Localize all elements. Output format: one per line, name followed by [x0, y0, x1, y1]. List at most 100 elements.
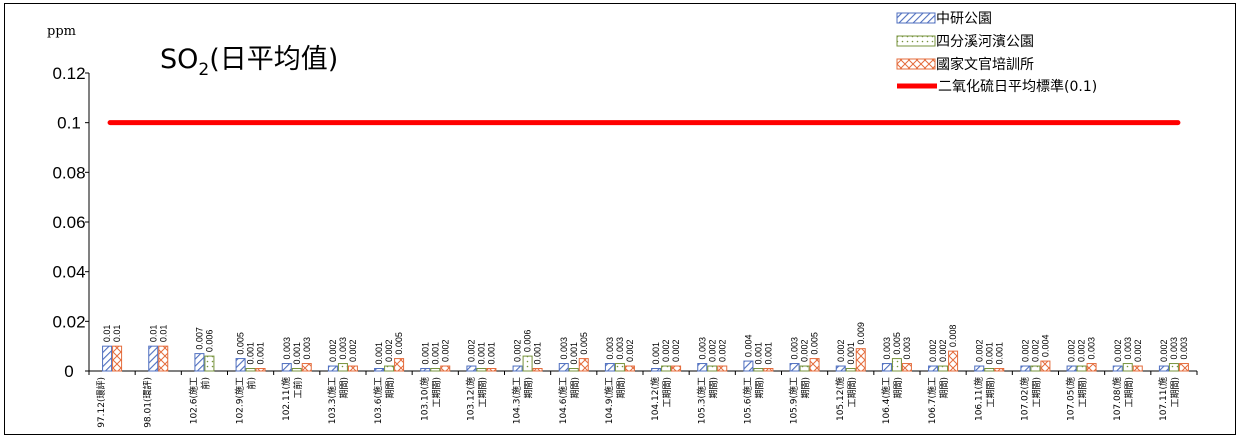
x-tick-label: 105.12(施 — [834, 377, 846, 421]
data-label: 0.001 — [569, 342, 579, 365]
data-label: 0.003 — [697, 337, 707, 360]
bar — [1030, 365, 1041, 372]
data-label: 0.003 — [605, 337, 615, 360]
data-label: 0.002 — [1133, 340, 1143, 363]
x-tick-label: 106.11(施 — [972, 377, 984, 421]
data-label: 0.002 — [671, 340, 681, 363]
x-tick-label: 工期間) — [847, 377, 858, 408]
x-tick-label: 期間) — [570, 377, 581, 399]
bar — [1076, 365, 1087, 372]
legend-swatch-zhongyan — [896, 12, 936, 24]
x-tick-label: 工期間) — [1078, 377, 1089, 408]
bar — [1132, 365, 1143, 372]
bar — [984, 368, 995, 372]
data-label: 0.002 — [1030, 340, 1040, 363]
bar — [799, 365, 810, 372]
x-tick-label: 工期間) — [1170, 377, 1181, 408]
bar — [112, 345, 123, 372]
bar — [384, 365, 395, 372]
data-label: 0.001 — [476, 342, 486, 365]
data-label: 0.01 — [148, 325, 158, 343]
x-tick-label: 工期間) — [662, 377, 673, 408]
chart-title: SO2(日平均值) — [160, 44, 338, 80]
data-label: 0.001 — [984, 342, 994, 365]
y-tick-label: 0 — [64, 362, 73, 381]
bar — [1158, 365, 1169, 372]
bar — [578, 358, 589, 372]
data-label: 0.002 — [928, 340, 938, 363]
bar — [855, 348, 866, 372]
x-tick-label: 103.12(施 — [464, 377, 476, 421]
legend-label-sifenxi: 四分溪河濱公園 — [936, 34, 1034, 50]
x-tick-label: 前) — [199, 377, 211, 390]
x-tick-label: 107.02(施 — [1018, 377, 1030, 421]
data-label: 0.002 — [625, 340, 635, 363]
data-label: 0.005 — [810, 332, 820, 355]
legend-label-wenguan: 國家文官培訓所 — [936, 56, 1034, 73]
x-tick-label: 期間) — [939, 377, 950, 399]
bar — [337, 363, 348, 372]
x-tick-label: 97.12(環評) — [95, 377, 107, 428]
y-tick-label: 0.1 — [57, 114, 81, 133]
data-label: 0.002 — [384, 340, 394, 363]
y-tick-label: 0.12 — [52, 64, 85, 83]
data-label: 0.005 — [579, 332, 589, 355]
data-label: 0.001 — [651, 342, 661, 365]
x-tick-label: 106.7(施工 — [926, 377, 938, 424]
data-label: 0.003 — [790, 337, 800, 360]
bar — [671, 365, 682, 372]
x-tick-label: 104.9(施工 — [603, 377, 615, 424]
bar — [291, 368, 302, 372]
bar — [558, 363, 569, 372]
bar — [245, 368, 256, 372]
bar — [697, 363, 708, 372]
bar — [948, 350, 959, 372]
bar — [1178, 363, 1189, 372]
x-tick-label: 期間) — [801, 377, 812, 399]
bar — [255, 368, 266, 372]
x-tick-label: 107.05(施 — [1065, 377, 1077, 421]
x-tick-label: 期間) — [385, 377, 396, 399]
bar — [763, 368, 774, 372]
data-label: 0.002 — [440, 340, 450, 363]
x-tick-label: 期間) — [524, 377, 535, 399]
data-label: 0.004 — [743, 335, 753, 358]
bar — [651, 368, 662, 372]
data-label: 0.001 — [753, 342, 763, 365]
bar — [476, 368, 487, 372]
bar — [845, 368, 856, 372]
data-label: 0.009 — [856, 322, 866, 345]
x-tick-label: 期間) — [708, 377, 719, 399]
chart-frame: ppm SO2(日平均值) 0 0.02 0.04 0.06 0.08 0.1 0.12 9… — [4, 3, 1236, 435]
bar — [604, 363, 615, 372]
bar — [1122, 363, 1133, 372]
x-tick-label: 102.6(施工 — [187, 377, 199, 424]
data-label: 0.002 — [466, 340, 476, 363]
bar — [158, 345, 169, 372]
bars-layer — [102, 345, 1189, 372]
data-label: 0.001 — [763, 342, 773, 365]
data-label: 0.002 — [328, 340, 338, 363]
bar — [420, 368, 431, 372]
x-tick-label: 工期間) — [1124, 377, 1135, 408]
data-label: 0.001 — [246, 342, 256, 365]
bar — [194, 353, 205, 372]
legend-label-standard: 二氧化硫日平均標準(0.1) — [938, 79, 1097, 95]
bar — [301, 363, 312, 372]
data-label: 0.005 — [892, 332, 902, 355]
x-tick-label: 98.01(環評) — [141, 377, 153, 428]
data-label: 0.003 — [902, 337, 912, 360]
x-tick-label: 105.3(施工 — [695, 377, 707, 424]
x-tick-label: 工期間) — [1031, 377, 1042, 408]
data-label: 0.002 — [1159, 340, 1169, 363]
bar — [753, 368, 764, 372]
x-tick-label: 103.3(施工 — [326, 377, 338, 424]
bar — [835, 365, 846, 372]
data-label: 0.001 — [846, 342, 856, 365]
y-tick-label: 0.02 — [52, 312, 85, 331]
bar — [938, 365, 949, 372]
data-label: 0.002 — [717, 340, 727, 363]
legend-swatch-sifenxi — [896, 35, 936, 47]
data-label: 0.002 — [661, 340, 671, 363]
data-label: 0.003 — [302, 337, 312, 360]
